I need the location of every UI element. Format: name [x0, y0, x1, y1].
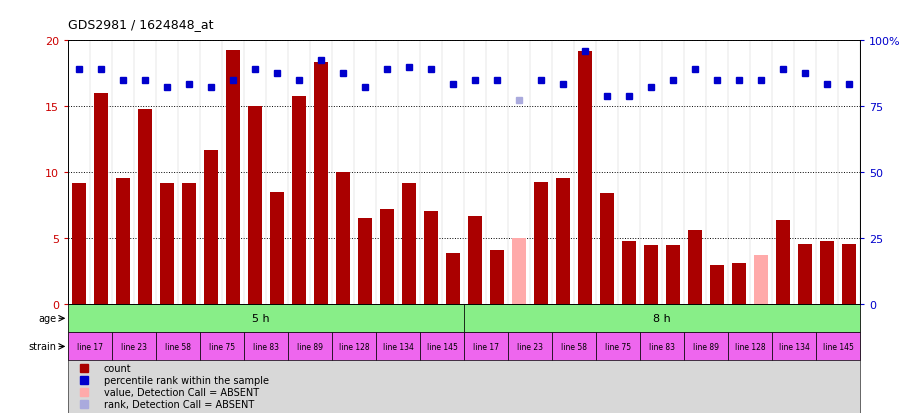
Bar	[138, 110, 152, 304]
Bar	[464, 304, 860, 332]
Bar	[358, 219, 372, 304]
Text: line 89: line 89	[298, 342, 323, 351]
Bar	[596, 332, 640, 361]
Bar	[710, 265, 724, 304]
Text: line 58: line 58	[561, 342, 587, 351]
Text: line 83: line 83	[649, 342, 675, 351]
Bar	[112, 332, 157, 361]
Text: line 75: line 75	[209, 342, 236, 351]
Bar	[200, 332, 244, 361]
Bar	[464, 332, 508, 361]
Text: rank, Detection Call = ABSENT: rank, Detection Call = ABSENT	[104, 399, 254, 409]
Text: line 83: line 83	[253, 342, 279, 351]
Bar	[402, 183, 416, 304]
Bar	[72, 183, 86, 304]
Bar	[753, 256, 768, 304]
Text: line 145: line 145	[823, 342, 854, 351]
Bar	[68, 304, 860, 413]
Bar	[640, 332, 684, 361]
Text: line 145: line 145	[427, 342, 458, 351]
Bar	[508, 332, 552, 361]
Bar	[288, 332, 332, 361]
Bar	[684, 332, 728, 361]
Text: line 75: line 75	[605, 342, 632, 351]
Text: 8 h: 8 h	[653, 313, 671, 323]
Bar	[446, 253, 460, 304]
Bar	[380, 210, 394, 304]
Text: value, Detection Call = ABSENT: value, Detection Call = ABSENT	[104, 387, 259, 397]
Bar	[336, 173, 350, 304]
Bar	[578, 52, 592, 304]
Text: 5 h: 5 h	[252, 313, 269, 323]
Bar	[420, 332, 464, 361]
Text: line 128: line 128	[734, 342, 765, 351]
Bar	[424, 211, 439, 304]
Bar	[622, 241, 636, 304]
Bar	[552, 332, 596, 361]
Bar	[226, 50, 240, 304]
Bar	[468, 216, 482, 304]
Bar	[556, 178, 571, 304]
Bar	[816, 332, 860, 361]
Text: line 128: line 128	[339, 342, 369, 351]
Bar	[798, 244, 812, 304]
Bar	[600, 194, 614, 304]
Bar	[772, 332, 816, 361]
Bar	[820, 241, 834, 304]
Bar	[244, 332, 288, 361]
Bar	[490, 251, 504, 304]
Bar	[842, 244, 856, 304]
Text: line 134: line 134	[383, 342, 413, 351]
Bar	[376, 332, 420, 361]
Bar	[776, 220, 790, 304]
Text: percentile rank within the sample: percentile rank within the sample	[104, 375, 268, 385]
Bar	[68, 332, 112, 361]
Text: strain: strain	[28, 342, 56, 351]
Bar	[512, 239, 526, 304]
Bar	[182, 183, 197, 304]
Bar	[688, 231, 703, 304]
Bar	[116, 178, 130, 304]
Bar	[68, 304, 464, 332]
Bar	[332, 332, 376, 361]
Text: GDS2981 / 1624848_at: GDS2981 / 1624848_at	[68, 18, 214, 31]
Text: line 17: line 17	[473, 342, 499, 351]
Text: line 17: line 17	[77, 342, 103, 351]
Bar	[94, 94, 108, 304]
Text: line 23: line 23	[121, 342, 147, 351]
Text: line 134: line 134	[779, 342, 809, 351]
Bar	[314, 62, 329, 304]
Bar	[644, 245, 658, 304]
Text: age: age	[38, 313, 56, 323]
Bar	[666, 245, 680, 304]
Bar	[160, 183, 175, 304]
Bar	[732, 263, 746, 304]
Bar	[728, 332, 772, 361]
Text: line 89: line 89	[693, 342, 719, 351]
Bar	[534, 182, 548, 304]
Bar	[204, 150, 218, 304]
Bar	[270, 192, 284, 304]
Text: line 23: line 23	[517, 342, 543, 351]
Text: line 58: line 58	[166, 342, 191, 351]
Bar	[292, 97, 307, 304]
Bar	[248, 107, 262, 304]
Bar	[157, 332, 200, 361]
Text: count: count	[104, 363, 132, 373]
